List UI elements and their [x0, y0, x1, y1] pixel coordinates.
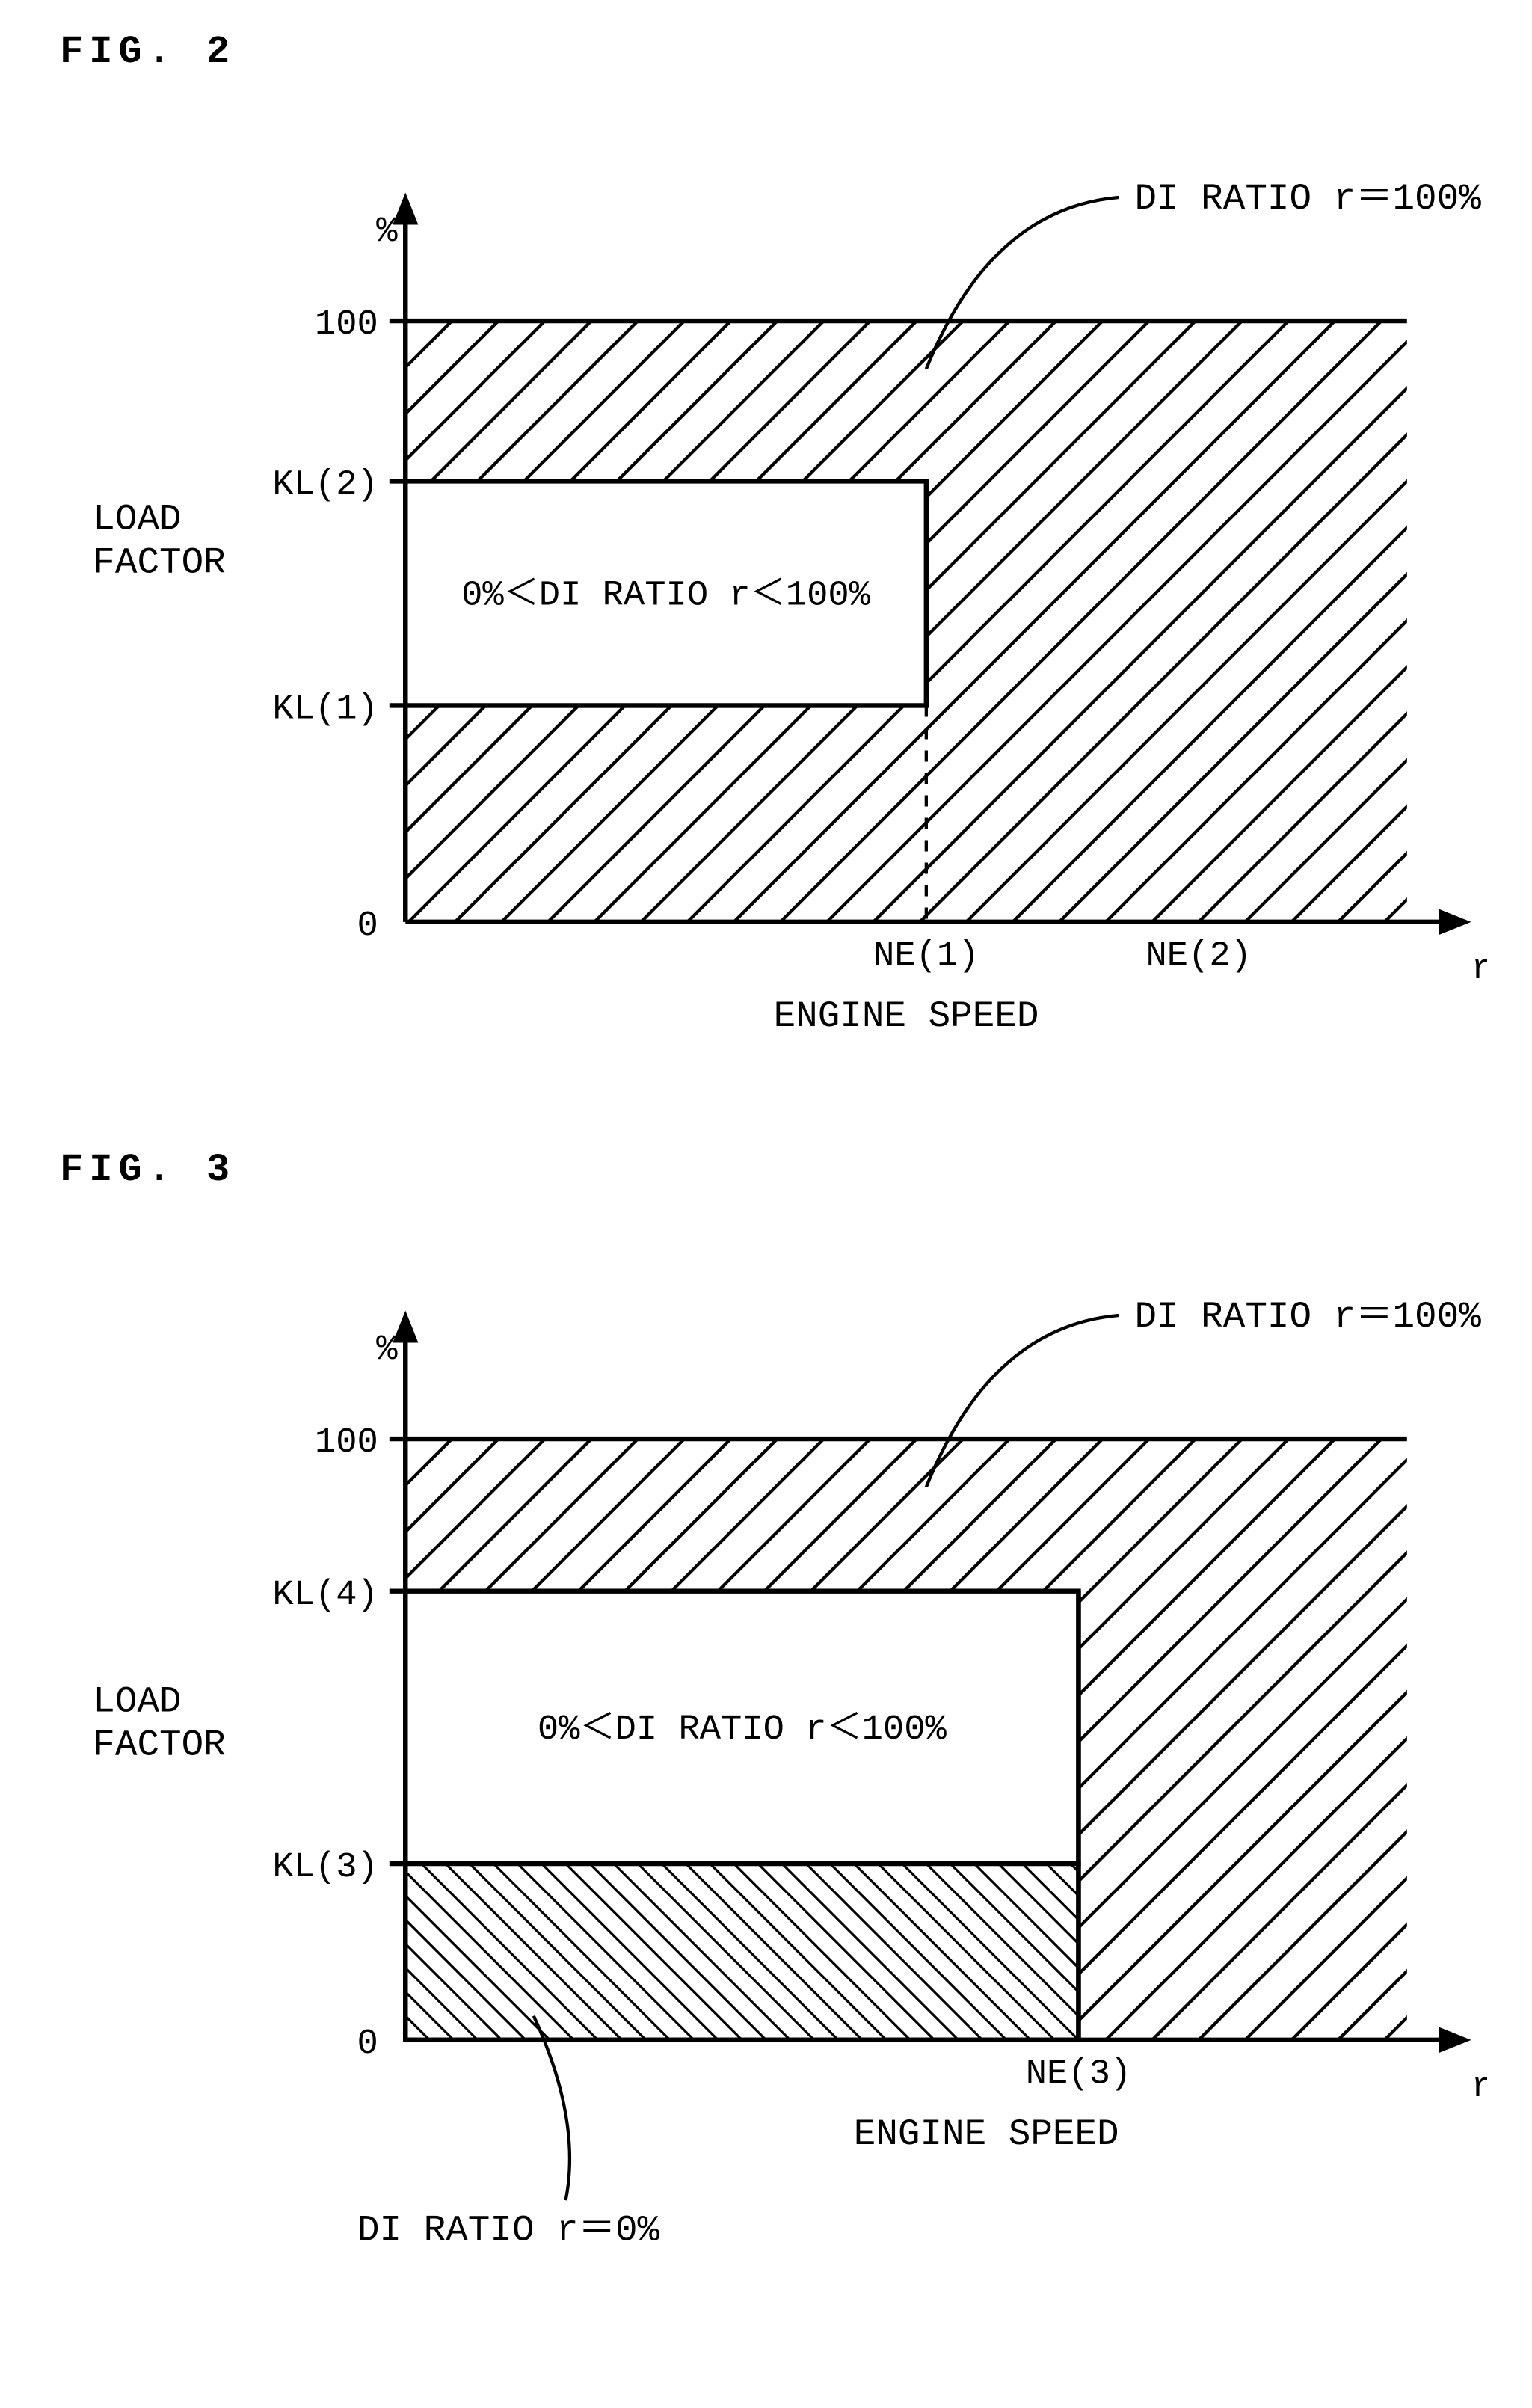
figure-2-svg: % 100 KL(2) KL(1) 0 LOADFACTOR NE(1) NE(2) rpm EN…: [45, 96, 1487, 1058]
svg-text:100: 100: [315, 1423, 378, 1463]
svg-text:100: 100: [315, 305, 378, 345]
svg-text:%: %: [376, 212, 398, 252]
svg-text:DI RATIO r＝100%: DI RATIO r＝100%: [1134, 178, 1481, 220]
svg-text:KL(4): KL(4): [272, 1576, 378, 1615]
svg-text:0: 0: [357, 906, 378, 946]
svg-text:LOAD: LOAD: [93, 499, 181, 541]
figure-2-chart: % 100 KL(2) KL(1) 0 LOADFACTOR NE(1) NE(2) rpm EN…: [45, 96, 1487, 1058]
svg-text:KL(2): KL(2): [272, 466, 378, 506]
svg-text:KL(3): KL(3): [272, 1848, 378, 1888]
svg-text:rpm: rpm: [1471, 2068, 1487, 2107]
figure-3-chart: % 100 KL(4) KL(3) 0 LOADFACTOR NE(3) rpm ENGINE …: [45, 1214, 1487, 2288]
svg-text:NE(1): NE(1): [873, 937, 979, 977]
svg-text:NE(2): NE(2): [1145, 937, 1251, 977]
svg-text:LOAD: LOAD: [93, 1680, 181, 1722]
svg-text:DI RATIO r＝0%: DI RATIO r＝0%: [357, 2210, 660, 2252]
svg-text:%: %: [376, 1330, 398, 1370]
svg-text:0%＜DI RATIO r＜100%: 0%＜DI RATIO r＜100%: [538, 1710, 947, 1750]
figure-3: FIG. 3 % 100 KL(4) KL(3) 0 LOADFACTOR NE(3) rpm…: [45, 1148, 1487, 2288]
svg-text:rpm: rpm: [1471, 950, 1487, 989]
figure-2: FIG. 2 % 100 KL(2) KL(1) 0 LOADFACTOR NE(1) NE(…: [45, 30, 1487, 1058]
figure-3-title: FIG. 3: [60, 1148, 1487, 1192]
svg-text:ENGINE SPEED: ENGINE SPEED: [774, 995, 1039, 1037]
svg-text:FACTOR: FACTOR: [93, 1724, 225, 1766]
figure-2-title: FIG. 2: [60, 30, 1487, 74]
svg-text:0%＜DI RATIO r＜100%: 0%＜DI RATIO r＜100%: [461, 576, 871, 615]
svg-text:FACTOR: FACTOR: [93, 542, 225, 584]
figure-3-svg: % 100 KL(4) KL(3) 0 LOADFACTOR NE(3) rpm ENGINE …: [45, 1214, 1487, 2288]
svg-text:KL(1): KL(1): [272, 690, 378, 730]
svg-text:DI RATIO r＝100%: DI RATIO r＝100%: [1134, 1296, 1481, 1338]
svg-text:ENGINE SPEED: ENGINE SPEED: [854, 2113, 1119, 2155]
svg-text:0: 0: [357, 2024, 378, 2064]
svg-text:NE(3): NE(3): [1026, 2055, 1131, 2095]
